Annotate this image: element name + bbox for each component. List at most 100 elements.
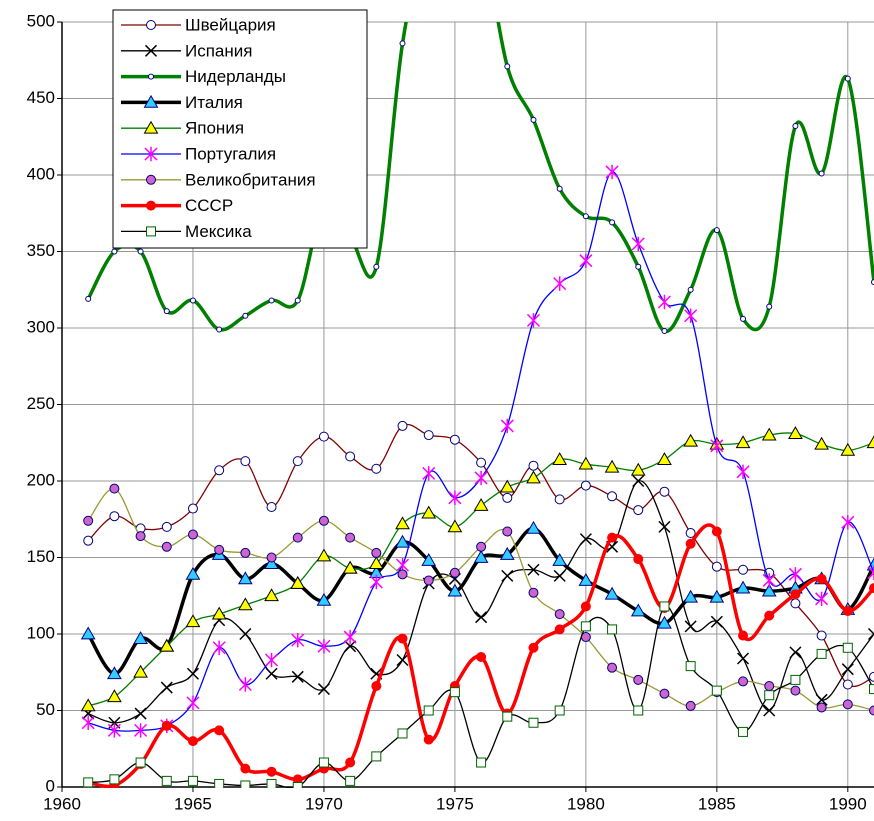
marker — [423, 705, 434, 716]
marker — [214, 725, 225, 736]
marker — [869, 705, 874, 716]
marker — [761, 427, 777, 441]
marker — [630, 462, 646, 476]
marker — [161, 521, 172, 532]
marker — [264, 588, 279, 602]
marker — [607, 491, 618, 502]
marker — [421, 505, 437, 519]
marker — [345, 775, 356, 786]
marker — [316, 592, 332, 606]
marker — [526, 520, 541, 534]
marker — [711, 685, 722, 696]
marker — [186, 695, 200, 711]
marker — [240, 780, 251, 788]
marker — [502, 526, 513, 537]
marker — [476, 651, 487, 662]
marker — [502, 492, 513, 503]
legend-label: Нидерланды — [185, 67, 286, 86]
marker — [214, 465, 225, 476]
marker — [578, 456, 594, 470]
marker — [635, 263, 642, 270]
marker — [683, 589, 699, 603]
marker — [316, 548, 332, 562]
marker — [869, 671, 874, 682]
marker — [766, 303, 773, 310]
marker — [189, 297, 196, 304]
marker — [738, 564, 749, 575]
marker — [83, 515, 94, 526]
marker — [556, 185, 563, 192]
marker — [790, 685, 801, 696]
marker — [528, 642, 539, 653]
y-tick-label: 350 — [27, 241, 55, 260]
marker — [265, 652, 279, 668]
legend-label: Португалия — [185, 144, 276, 163]
marker — [740, 315, 747, 322]
marker — [476, 457, 487, 468]
marker — [107, 666, 122, 680]
marker — [266, 552, 277, 563]
marker — [292, 456, 303, 467]
marker — [842, 642, 853, 653]
marker — [630, 603, 646, 617]
marker — [185, 566, 201, 580]
marker — [871, 279, 874, 286]
marker — [683, 433, 699, 447]
marker — [268, 297, 275, 304]
marker — [187, 503, 198, 514]
marker — [242, 312, 249, 319]
marker — [344, 640, 357, 653]
marker — [238, 677, 252, 692]
marker — [815, 591, 829, 607]
marker — [528, 587, 539, 598]
marker — [317, 683, 330, 696]
marker — [292, 532, 303, 543]
marker — [735, 435, 751, 449]
marker — [134, 707, 147, 720]
y-tick-label: 500 — [27, 11, 55, 30]
marker — [761, 583, 777, 597]
marker — [659, 688, 670, 699]
marker — [788, 426, 803, 439]
marker — [762, 573, 776, 588]
marker — [83, 535, 94, 546]
marker — [579, 533, 592, 546]
marker — [604, 586, 620, 600]
marker — [842, 699, 853, 710]
marker — [395, 516, 410, 530]
marker — [504, 63, 511, 70]
marker — [633, 505, 644, 516]
marker — [371, 751, 382, 762]
marker — [146, 174, 156, 185]
marker — [399, 40, 406, 47]
marker — [841, 515, 855, 530]
marker — [371, 681, 382, 692]
marker — [789, 646, 802, 659]
marker — [842, 606, 853, 617]
marker — [527, 563, 540, 576]
marker — [265, 667, 278, 680]
marker — [790, 674, 801, 685]
marker — [214, 544, 225, 555]
marker — [290, 576, 306, 589]
marker — [661, 328, 668, 335]
marker — [607, 532, 618, 543]
y-tick-label: 250 — [27, 394, 55, 413]
marker — [580, 621, 591, 632]
marker — [526, 470, 541, 484]
marker — [578, 572, 594, 586]
marker — [345, 451, 356, 462]
marker — [264, 556, 279, 569]
marker — [788, 567, 802, 582]
marker — [840, 442, 856, 456]
marker — [607, 662, 618, 673]
marker — [161, 720, 172, 731]
marker — [135, 531, 146, 542]
marker — [658, 520, 671, 533]
marker — [633, 674, 644, 685]
marker — [499, 546, 515, 560]
marker — [80, 698, 96, 712]
y-tick-label: 50 — [36, 700, 55, 719]
marker — [841, 663, 854, 676]
